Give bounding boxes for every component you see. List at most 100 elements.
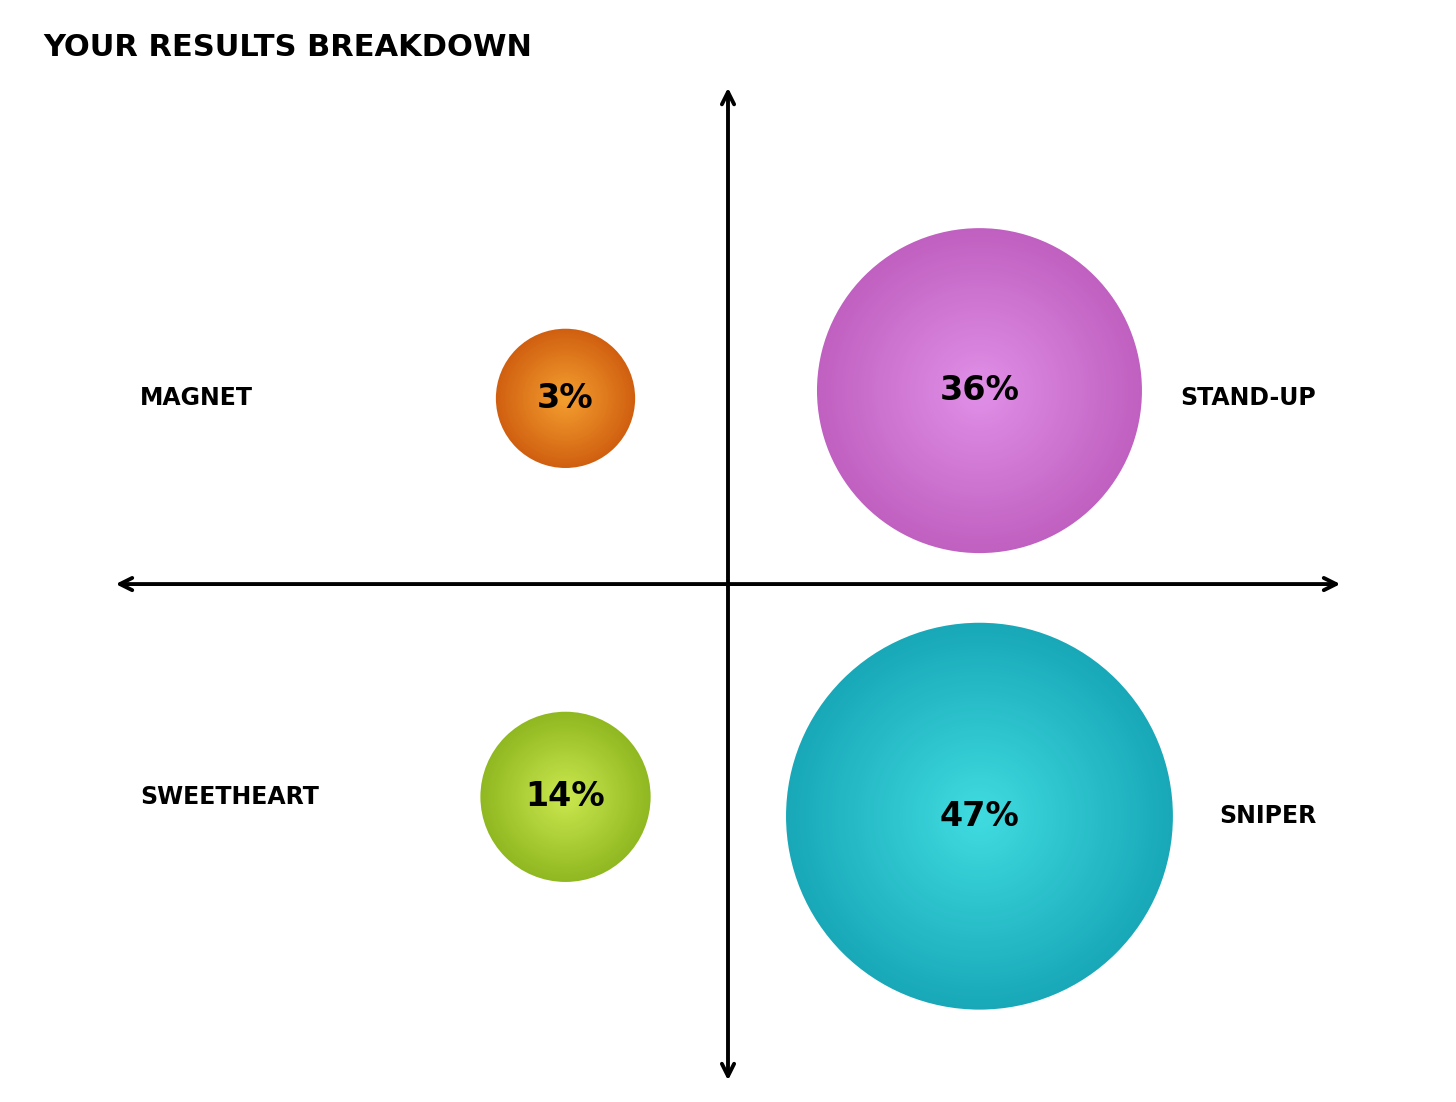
Circle shape bbox=[547, 381, 582, 415]
Circle shape bbox=[968, 380, 990, 401]
Circle shape bbox=[545, 776, 587, 818]
Circle shape bbox=[834, 671, 1124, 961]
Circle shape bbox=[565, 397, 566, 400]
Circle shape bbox=[951, 787, 1009, 845]
Circle shape bbox=[496, 328, 635, 468]
Circle shape bbox=[866, 703, 1092, 929]
Circle shape bbox=[555, 388, 577, 409]
Circle shape bbox=[537, 768, 594, 825]
Circle shape bbox=[547, 778, 584, 815]
Circle shape bbox=[853, 691, 1105, 942]
Circle shape bbox=[514, 346, 617, 451]
Circle shape bbox=[543, 376, 588, 420]
Circle shape bbox=[927, 339, 1031, 442]
Circle shape bbox=[485, 716, 646, 877]
Circle shape bbox=[561, 393, 571, 403]
Text: 47%: 47% bbox=[939, 800, 1019, 833]
Circle shape bbox=[871, 282, 1088, 499]
Circle shape bbox=[559, 391, 572, 406]
Circle shape bbox=[530, 761, 601, 832]
Text: SWEETHEART: SWEETHEART bbox=[140, 785, 319, 809]
Circle shape bbox=[805, 642, 1153, 991]
Text: SNIPER: SNIPER bbox=[1219, 804, 1316, 829]
Circle shape bbox=[860, 696, 1099, 936]
Circle shape bbox=[527, 758, 604, 835]
Circle shape bbox=[967, 803, 993, 829]
Circle shape bbox=[494, 724, 638, 869]
Circle shape bbox=[495, 726, 636, 867]
Circle shape bbox=[515, 747, 616, 846]
Circle shape bbox=[821, 658, 1137, 974]
Circle shape bbox=[941, 778, 1018, 855]
Circle shape bbox=[480, 712, 651, 882]
Circle shape bbox=[847, 258, 1112, 523]
Circle shape bbox=[786, 623, 1174, 1009]
Circle shape bbox=[926, 336, 1034, 445]
Circle shape bbox=[840, 678, 1118, 954]
Circle shape bbox=[961, 371, 999, 410]
Circle shape bbox=[949, 360, 1009, 420]
Circle shape bbox=[914, 752, 1044, 880]
Circle shape bbox=[860, 271, 1099, 510]
Circle shape bbox=[518, 750, 613, 844]
Circle shape bbox=[510, 343, 622, 454]
Circle shape bbox=[874, 710, 1086, 922]
Circle shape bbox=[539, 770, 593, 824]
Circle shape bbox=[546, 379, 585, 418]
Circle shape bbox=[954, 790, 1005, 842]
Circle shape bbox=[837, 674, 1121, 958]
Circle shape bbox=[885, 723, 1073, 909]
Circle shape bbox=[542, 375, 588, 422]
Circle shape bbox=[812, 649, 1147, 984]
Circle shape bbox=[529, 361, 603, 435]
Text: 36%: 36% bbox=[939, 374, 1019, 407]
Circle shape bbox=[520, 752, 612, 842]
Text: MAGNET: MAGNET bbox=[140, 387, 253, 410]
Circle shape bbox=[952, 364, 1006, 418]
Circle shape bbox=[523, 356, 609, 441]
Circle shape bbox=[558, 788, 574, 806]
Circle shape bbox=[553, 387, 577, 410]
Circle shape bbox=[518, 350, 613, 446]
Circle shape bbox=[795, 633, 1163, 1000]
Circle shape bbox=[510, 742, 620, 852]
Circle shape bbox=[536, 767, 596, 826]
Circle shape bbox=[540, 771, 591, 822]
Circle shape bbox=[903, 738, 1057, 894]
Circle shape bbox=[849, 261, 1109, 520]
Circle shape bbox=[895, 733, 1063, 900]
Circle shape bbox=[526, 359, 606, 437]
Circle shape bbox=[866, 277, 1093, 505]
Circle shape bbox=[911, 323, 1047, 458]
Circle shape bbox=[868, 280, 1091, 501]
Circle shape bbox=[977, 388, 983, 393]
Circle shape bbox=[930, 768, 1028, 865]
Circle shape bbox=[556, 389, 575, 408]
Text: 14%: 14% bbox=[526, 780, 606, 813]
Circle shape bbox=[948, 784, 1012, 849]
Circle shape bbox=[933, 345, 1025, 436]
Circle shape bbox=[844, 256, 1115, 526]
Circle shape bbox=[898, 310, 1061, 472]
Circle shape bbox=[555, 786, 577, 808]
Circle shape bbox=[562, 395, 569, 402]
Circle shape bbox=[858, 269, 1101, 512]
Circle shape bbox=[553, 386, 578, 411]
Circle shape bbox=[483, 714, 648, 879]
Circle shape bbox=[799, 636, 1160, 996]
Circle shape bbox=[847, 684, 1111, 949]
Circle shape bbox=[530, 363, 601, 434]
Circle shape bbox=[563, 796, 566, 798]
Circle shape bbox=[482, 713, 649, 880]
Circle shape bbox=[515, 348, 616, 449]
Circle shape bbox=[958, 369, 1002, 412]
Circle shape bbox=[877, 288, 1082, 494]
Circle shape bbox=[833, 245, 1125, 537]
Circle shape bbox=[852, 263, 1107, 518]
Circle shape bbox=[855, 266, 1104, 516]
Circle shape bbox=[498, 331, 633, 466]
Circle shape bbox=[553, 785, 578, 810]
Circle shape bbox=[488, 719, 644, 875]
Circle shape bbox=[489, 721, 642, 874]
Circle shape bbox=[524, 357, 607, 440]
